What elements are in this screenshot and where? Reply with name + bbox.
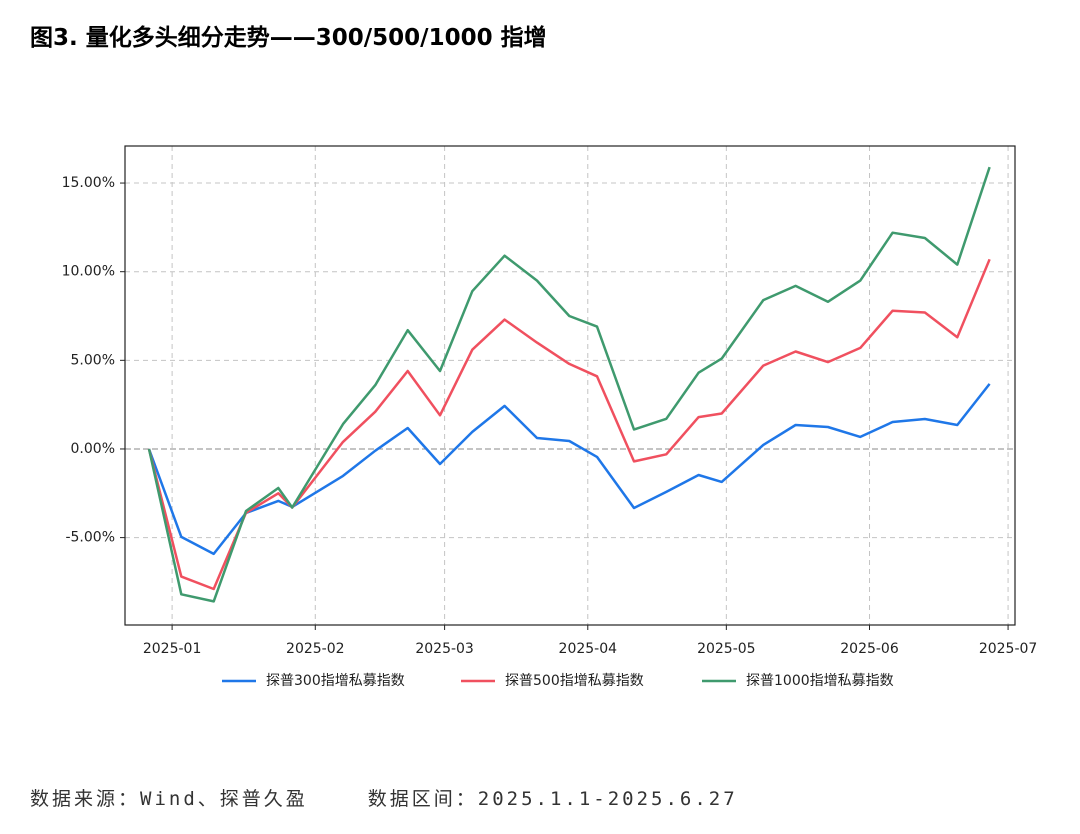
x-tick-label: 2025-03 — [415, 641, 474, 657]
period-note: 数据区间：2025.1.1-2025.6.27 — [367, 788, 738, 810]
x-tick-label: 2025-02 — [286, 641, 345, 657]
y-tick-label: 10.00% — [62, 264, 115, 280]
legend-label: 探普500指增私募指数 — [505, 673, 644, 689]
y-tick-label: -5.00% — [65, 530, 115, 546]
x-tick-label: 2025-07 — [979, 641, 1038, 657]
x-tick-label: 2025-01 — [143, 641, 202, 657]
series-line — [147, 258, 991, 591]
chart-title: 图3. 量化多头细分走势——300/500/1000 指增 — [30, 25, 547, 51]
legend-label: 探普300指增私募指数 — [266, 673, 405, 689]
y-tick-label: 5.00% — [71, 352, 115, 368]
x-tick-label: 2025-06 — [840, 641, 899, 657]
x-tick-label: 2025-04 — [559, 641, 618, 657]
plot-frame — [124, 145, 1016, 626]
series-line — [147, 383, 991, 556]
footer: 数据来源：Wind、探普久盈 数据区间：2025.1.1-2025.6.27 — [30, 784, 798, 811]
legend-label: 探普1000指增私募指数 — [746, 673, 894, 689]
source-note: 数据来源：Wind、探普久盈 — [30, 788, 308, 810]
y-tick-label: 15.00% — [62, 175, 115, 191]
series-line — [147, 166, 991, 603]
x-tick-label: 2025-05 — [697, 641, 756, 657]
y-tick-label: 0.00% — [71, 441, 115, 457]
